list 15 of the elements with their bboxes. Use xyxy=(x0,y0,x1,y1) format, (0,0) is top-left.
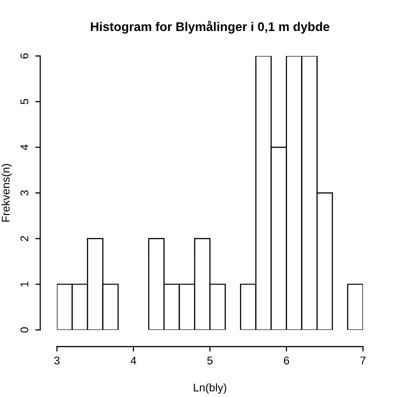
x-tick-label: 3 xyxy=(54,356,60,364)
y-tick-label: 6 xyxy=(20,53,28,58)
y-tick-label: 1 xyxy=(20,282,28,286)
y-tick-label: 3 xyxy=(20,190,28,196)
chart-title: Histogram for Blymålinger i 0,1 m dybde xyxy=(90,20,330,34)
x-tick-label: 5 xyxy=(207,356,213,364)
y-tick-label: 0 xyxy=(20,327,28,333)
x-tick-label: 4 xyxy=(130,356,136,364)
y-tick-label: 4 xyxy=(20,144,28,150)
x-axis-title: Ln(bly) xyxy=(194,383,226,394)
y-axis-title: Frekvens(n) xyxy=(1,164,12,222)
y-tick-label: 2 xyxy=(20,236,28,242)
x-tick-label: 7 xyxy=(360,356,366,364)
x-tick-label: 6 xyxy=(284,356,290,364)
y-tick-label: 5 xyxy=(20,99,28,104)
